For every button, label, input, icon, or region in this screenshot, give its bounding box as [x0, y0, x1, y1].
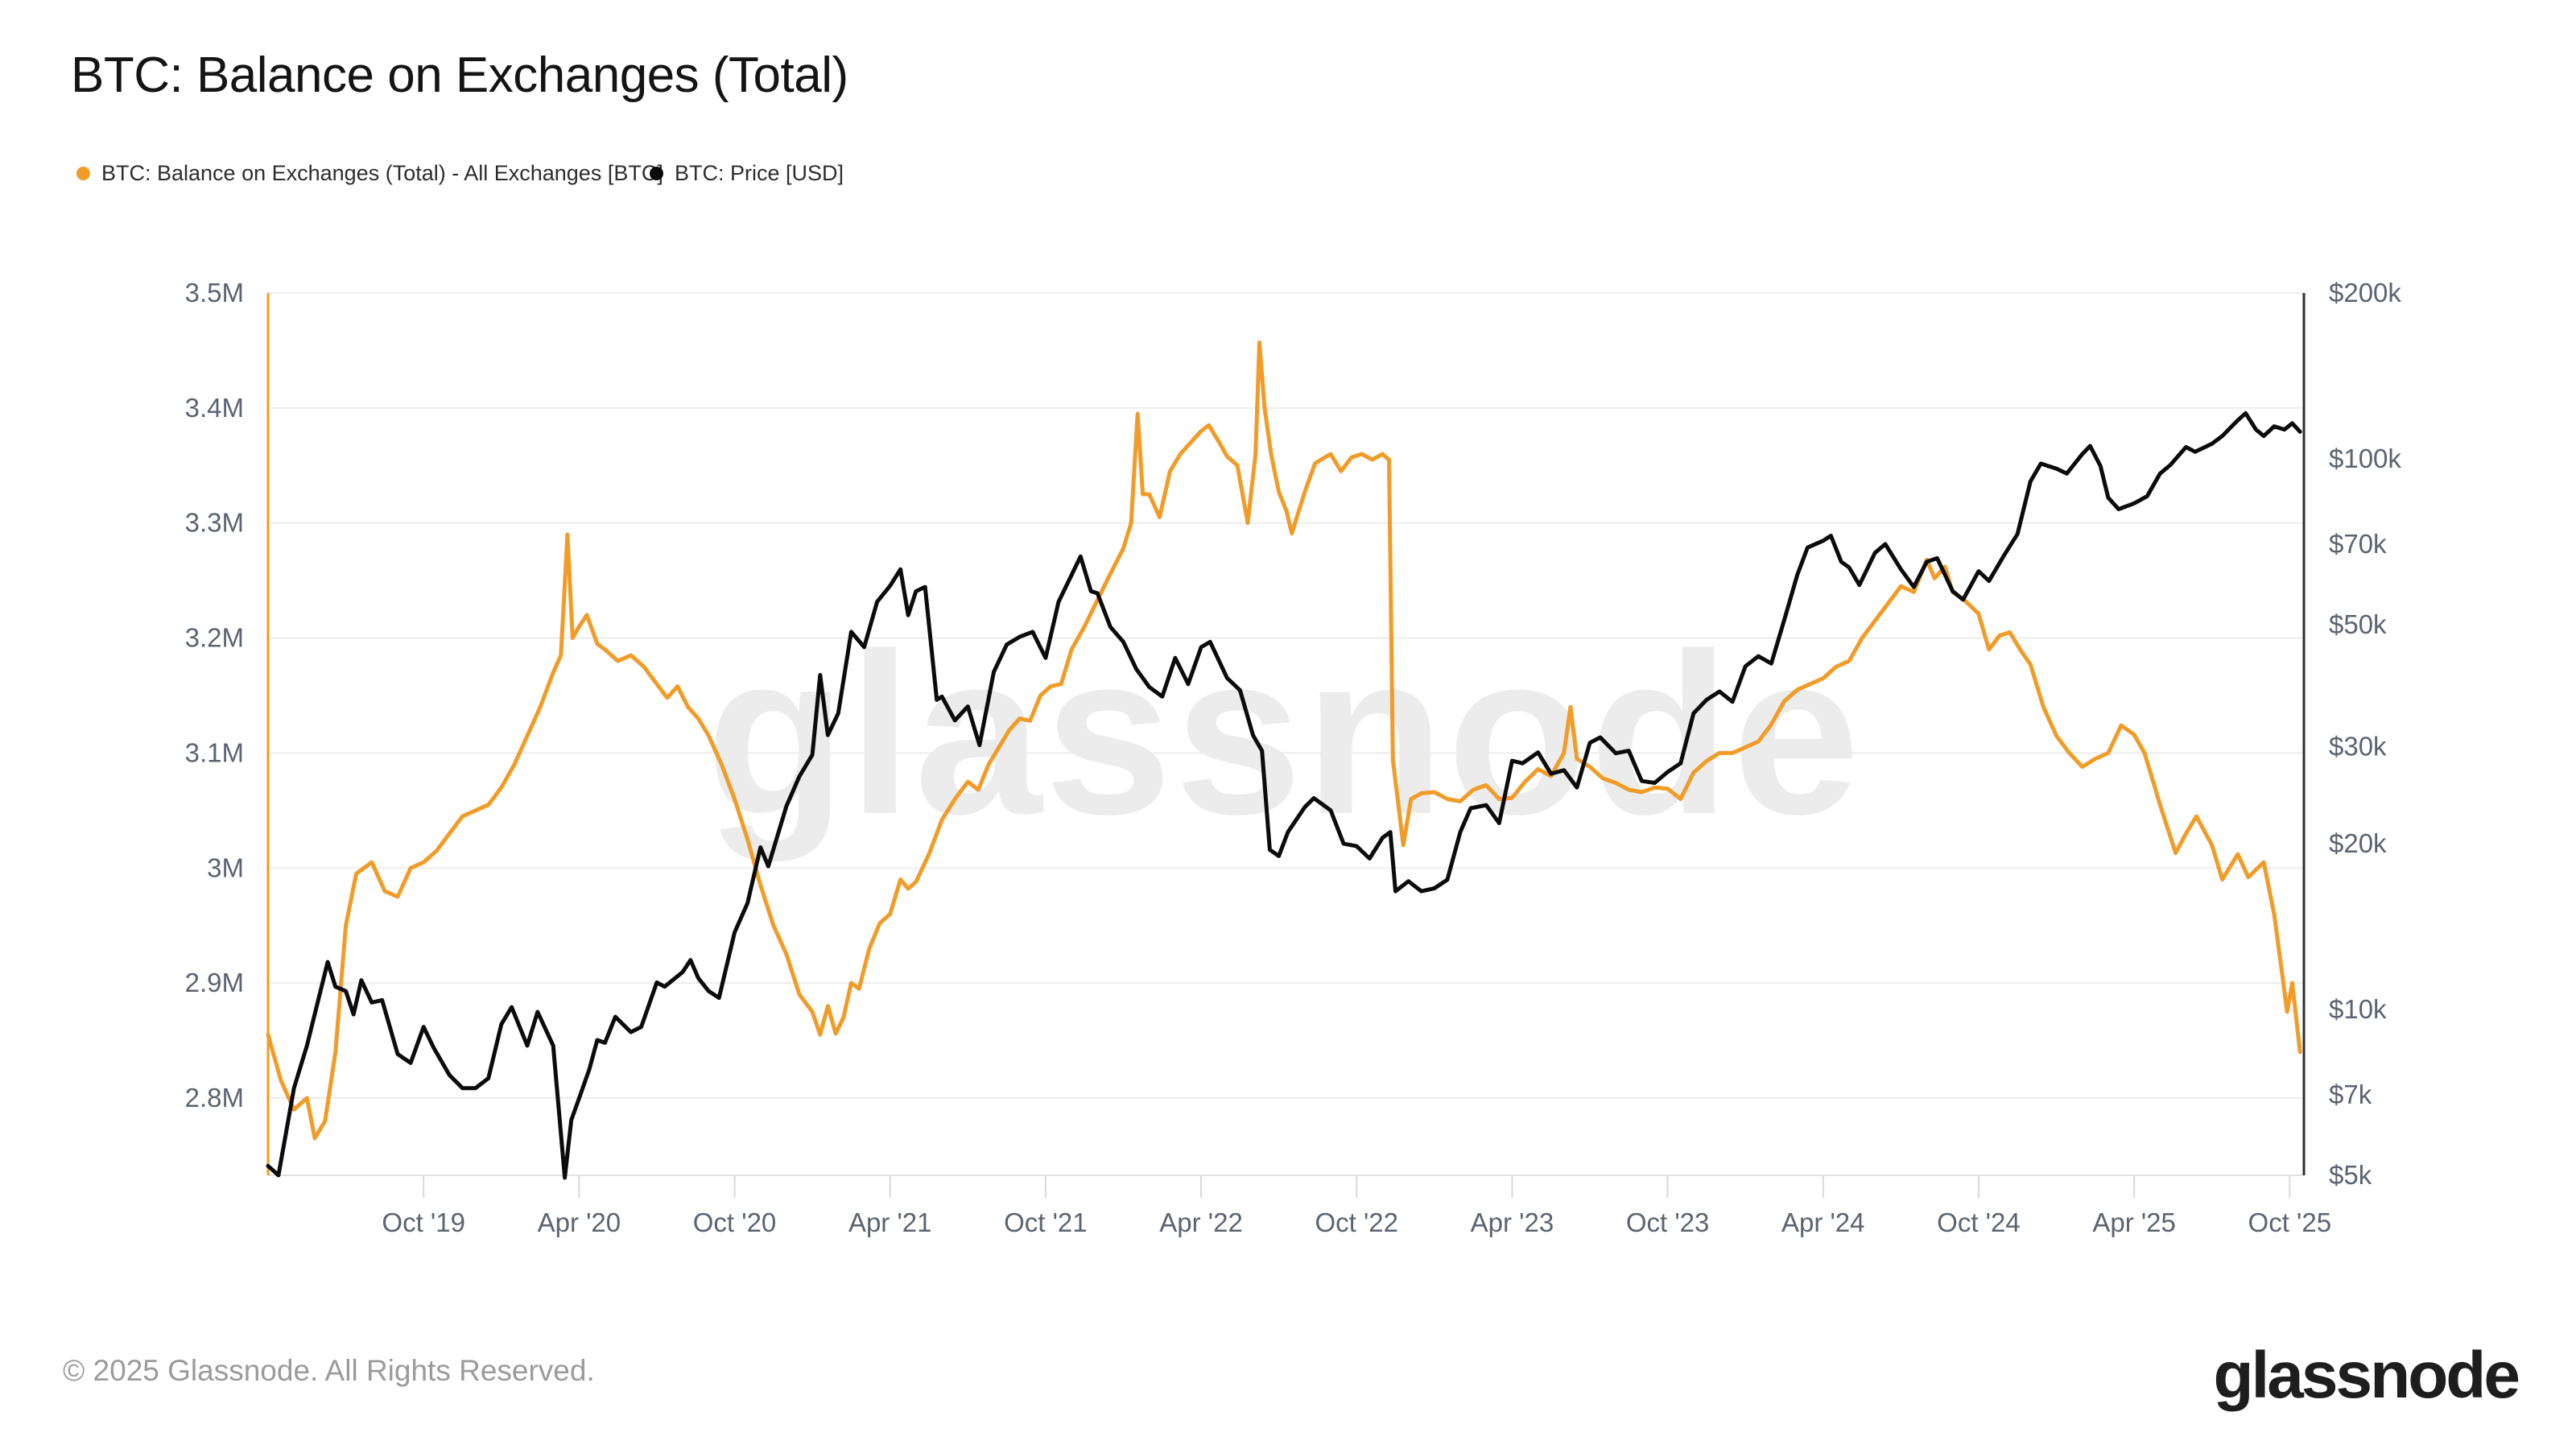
price-series-line[interactable] [266, 411, 2302, 1180]
x-axis-tick-label: Apr '21 [848, 1208, 932, 1237]
right-axis-tick-label: $50k [2329, 609, 2387, 639]
footer-copyright: © 2025 Glassnode. All Rights Reserved. [63, 1354, 595, 1387]
x-axis-tick-label: Oct '19 [382, 1208, 465, 1237]
left-axis-tick-label: 3.1M [185, 737, 244, 767]
x-axis-tick-label: Oct '20 [693, 1208, 777, 1237]
x-axis-tick-label: Oct '24 [1937, 1208, 2021, 1237]
right-axis-tick-label: $70k [2329, 529, 2387, 559]
right-axis-tick-label: $20k [2329, 828, 2387, 858]
left-axis-tick-label: 3M [207, 852, 244, 882]
x-axis-tick-label: Oct '22 [1315, 1208, 1398, 1237]
legend-item-balance[interactable]: BTC: Balance on Exchanges (Total) - All … [76, 161, 663, 186]
x-axis-tick-label: Oct '23 [1626, 1208, 1710, 1237]
right-axis-tick-label: $10k [2329, 994, 2387, 1024]
price-series-dot-icon [650, 167, 663, 180]
left-axis-tick-label: 2.8M [185, 1083, 244, 1113]
legend-item-price[interactable]: BTC: Price [USD] [650, 161, 844, 186]
x-axis-tick-label: Apr '22 [1159, 1208, 1243, 1237]
right-axis-tick-label: $7k [2329, 1080, 2372, 1109]
balance-series-line[interactable] [266, 340, 2302, 1141]
watermark-logo: glassnode [706, 606, 1863, 863]
right-axis-tick-label: $100k [2329, 444, 2401, 473]
glassnode-logo: glassnode [2213, 1339, 2520, 1412]
right-axis-tick-label: $200k [2329, 278, 2401, 308]
x-axis-tick-label: Apr '24 [1781, 1208, 1865, 1237]
left-axis-tick-label: 3.3M [185, 508, 244, 538]
left-axis-tick-label: 3.2M [185, 623, 244, 653]
x-axis-tick-label: Oct '21 [1004, 1208, 1088, 1237]
right-axis-tick-label: $30k [2329, 732, 2387, 762]
page-title: BTC: Balance on Exchanges (Total) [71, 47, 848, 103]
x-axis-tick-label: Apr '25 [2092, 1208, 2176, 1237]
right-axis-tick-label: $5k [2329, 1160, 2372, 1190]
legend-item-label: BTC: Price [USD] [675, 161, 844, 185]
x-axis-tick-label: Apr '23 [1471, 1208, 1554, 1237]
left-axis-tick-label: 2.9M [185, 968, 244, 997]
left-axis-tick-label: 3.4M [185, 393, 244, 423]
x-axis-tick-label: Apr '20 [538, 1208, 621, 1237]
legend-item-label: BTC: Balance on Exchanges (Total) - All … [101, 161, 663, 185]
left-axis-tick-label: 3.5M [185, 278, 244, 308]
balance-series-dot-icon [76, 167, 90, 180]
x-axis-tick-label: Oct '25 [2248, 1208, 2332, 1237]
